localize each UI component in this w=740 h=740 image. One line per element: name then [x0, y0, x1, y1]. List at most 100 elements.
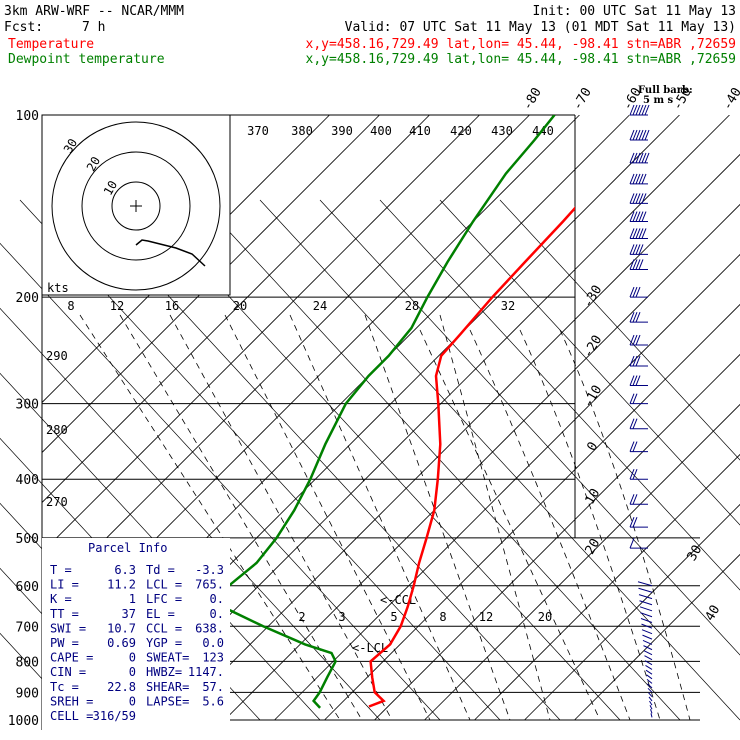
wind-barb	[650, 709, 653, 714]
wind-barb-flag	[641, 173, 647, 185]
pressure-tick-label: 700	[16, 620, 39, 635]
wind-barb-flag	[632, 441, 638, 452]
parcel-info-cell: 11.2	[107, 578, 136, 592]
mixing-ratio-lines	[79, 314, 551, 721]
parcel-info-cell: SREH =	[50, 694, 93, 708]
isotherm-line	[324, 303, 740, 721]
parcel-info-cell: -3.3	[195, 563, 224, 577]
parcel-info-cell: Td =	[146, 563, 175, 577]
wind-barb	[637, 581, 653, 587]
wind-barb	[641, 623, 653, 629]
wind-barb	[643, 650, 653, 656]
wind-barb-flag	[629, 104, 635, 116]
parcel-info-cell: 0	[129, 694, 136, 708]
wind-barb-flag	[632, 104, 638, 116]
isotherm-line	[574, 553, 740, 721]
hodograph: 10 20 30 kts	[41, 114, 231, 296]
theta-label: 270	[46, 495, 68, 509]
wind-barb-flag	[635, 286, 641, 298]
pressure-tick-label: 800	[16, 655, 39, 670]
dewpoint-label: Dewpoint temperature	[8, 52, 165, 67]
wind-barb	[648, 696, 653, 702]
parcel-info-cell: 0.69	[107, 636, 136, 650]
wind-barb-flag	[638, 211, 644, 222]
parcel-info-cell: 0	[129, 651, 136, 665]
mixing-ratio-line	[79, 314, 341, 721]
parcel-info-cell: SWI =	[50, 621, 86, 635]
wind-barb-flag	[629, 311, 635, 323]
wind-barb	[646, 679, 653, 684]
wind-barb-flag	[641, 193, 647, 204]
temperature-series	[368, 206, 575, 708]
wind-barb-flag	[635, 193, 641, 204]
parcel-info-cell: 316/59	[93, 709, 136, 723]
theta-e-label: 400	[370, 124, 392, 138]
wind-barb-flag	[635, 334, 641, 346]
wind-barb-flag	[641, 228, 647, 239]
wind-barb-flag	[632, 494, 638, 505]
wind-barb-flag	[635, 259, 641, 270]
theta-e-labels: 370 380 390 400 410 420 430 440	[247, 124, 554, 138]
wind-barb-flag	[629, 193, 635, 204]
parcel-info-cell: CIN =	[50, 665, 86, 679]
wind-barb-flag	[638, 244, 644, 255]
full-barb-value: 5 m s	[643, 95, 674, 106]
parcel-info-cell: 0.	[210, 607, 224, 621]
wind-barb-flag	[632, 469, 638, 480]
wind-barb-flag	[638, 104, 644, 116]
wind-barb	[640, 618, 653, 623]
parcel-info-cell: 638.	[195, 621, 224, 635]
parcel-info-cell: 37	[122, 607, 136, 621]
parcel-info-cell: EL =	[146, 607, 175, 621]
mixing-ratio-label: 12	[479, 610, 493, 624]
wind-barb	[645, 669, 653, 675]
parcel-info-cell: 10.7	[107, 621, 136, 635]
wind-barbs	[629, 104, 653, 718]
wind-barb-flag	[629, 393, 635, 404]
wind-barb-flag	[632, 393, 638, 404]
wind-barb	[642, 634, 653, 640]
parcel-info-cell: 0.0	[202, 636, 224, 650]
wind-barb-flag	[632, 334, 638, 346]
mixing-ratio-label: 20	[233, 299, 247, 313]
pressure-tick-label: 300	[16, 398, 39, 413]
hodograph-trace	[135, 239, 206, 267]
mixing-ratio-label: 12	[110, 299, 124, 313]
parcel-info-cell: HWBZ=	[146, 665, 182, 679]
mixing-ratio-label: 2	[298, 610, 305, 624]
parcel-info-rows: T = 6.3 Td = -3.3 LI = 11.2 LCL = 765. K = 1 LFC =…	[50, 563, 224, 723]
wind-barb	[639, 600, 653, 606]
isotherm-tick-label: -70	[570, 85, 595, 113]
mixing-ratio-label: 8	[439, 610, 446, 624]
parcel-info-cell: CELL =	[50, 709, 93, 723]
dewpoint-location: x,y=458.16,729.49 lat,lon= 45.44, -98.41…	[306, 52, 736, 67]
theta-label: 280	[46, 423, 68, 437]
isotherm-line	[42, 115, 430, 504]
mixing-ratio-label: 28	[405, 299, 419, 313]
parcel-info-cell: CCL =	[146, 621, 182, 635]
wind-barb-flag	[635, 152, 641, 164]
isotherm-tick-label: -40	[720, 85, 740, 113]
theta-e-label: 370	[247, 124, 269, 138]
wind-barb	[638, 594, 653, 600]
mixing-ratio-label: 20	[538, 610, 552, 624]
isotherm-tick-label: 10	[583, 486, 604, 507]
wind-barb	[641, 629, 653, 635]
wind-barb-flag	[644, 104, 650, 116]
theta-e-label: 380	[291, 124, 313, 138]
wind-barb-flag	[629, 418, 635, 429]
parcel-info-cell: 5.6	[202, 694, 224, 708]
wind-barb-flag	[629, 441, 635, 452]
wind-barb-flag	[629, 516, 635, 528]
wind-barb-flag	[632, 228, 638, 239]
parcel-info-cell: LCL =	[146, 578, 182, 592]
theta-e-label: 420	[450, 124, 472, 138]
wind-barb-flag	[638, 173, 644, 185]
parcel-info-cell: 0	[129, 665, 136, 679]
wind-barb-flag	[629, 355, 635, 367]
wind-barb-flag	[632, 259, 638, 270]
forecast-hours: 7 h	[82, 20, 105, 35]
wind-barb-flag	[638, 152, 644, 164]
hodograph-ring	[51, 121, 221, 291]
moist-adiabat-line	[469, 329, 631, 721]
